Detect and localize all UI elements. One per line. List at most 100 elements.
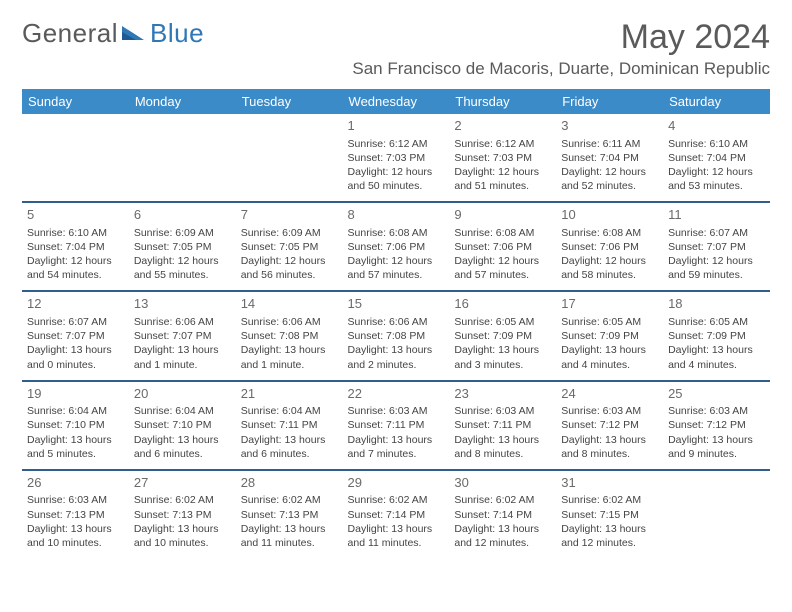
title-block: May 2024 San Francisco de Macoris, Duart… — [352, 18, 770, 85]
sunset-line: Sunset: 7:03 PM — [454, 151, 551, 165]
sunset-line: Sunset: 7:06 PM — [561, 240, 658, 254]
calendar-row: 5Sunrise: 6:10 AMSunset: 7:04 PMDaylight… — [22, 202, 770, 291]
daylight-line-1: Daylight: 12 hours — [668, 254, 765, 268]
daylight-line-2: and 55 minutes. — [134, 268, 231, 282]
day-number: 29 — [348, 474, 445, 492]
weekday-header: Sunday — [22, 89, 129, 114]
calendar-cell: 4Sunrise: 6:10 AMSunset: 7:04 PMDaylight… — [663, 114, 770, 202]
sunset-line: Sunset: 7:05 PM — [241, 240, 338, 254]
daylight-line-2: and 11 minutes. — [241, 536, 338, 550]
calendar-cell: 19Sunrise: 6:04 AMSunset: 7:10 PMDayligh… — [22, 381, 129, 470]
daylight-line-2: and 51 minutes. — [454, 179, 551, 193]
sunset-line: Sunset: 7:05 PM — [134, 240, 231, 254]
calendar-cell: 30Sunrise: 6:02 AMSunset: 7:14 PMDayligh… — [449, 470, 556, 558]
daylight-line-2: and 59 minutes. — [668, 268, 765, 282]
sunrise-line: Sunrise: 6:05 AM — [561, 315, 658, 329]
daylight-line-1: Daylight: 13 hours — [561, 433, 658, 447]
daylight-line-2: and 6 minutes. — [241, 447, 338, 461]
calendar-cell: 21Sunrise: 6:04 AMSunset: 7:11 PMDayligh… — [236, 381, 343, 470]
brand-text-1: General — [22, 18, 118, 49]
day-number: 30 — [454, 474, 551, 492]
calendar-cell: 27Sunrise: 6:02 AMSunset: 7:13 PMDayligh… — [129, 470, 236, 558]
flag-icon — [122, 18, 150, 49]
sunset-line: Sunset: 7:07 PM — [668, 240, 765, 254]
sunrise-line: Sunrise: 6:07 AM — [27, 315, 124, 329]
daylight-line-2: and 10 minutes. — [27, 536, 124, 550]
day-number: 24 — [561, 385, 658, 403]
sunset-line: Sunset: 7:12 PM — [561, 418, 658, 432]
sunrise-line: Sunrise: 6:08 AM — [454, 226, 551, 240]
daylight-line-1: Daylight: 13 hours — [27, 433, 124, 447]
sunrise-line: Sunrise: 6:04 AM — [241, 404, 338, 418]
day-number: 22 — [348, 385, 445, 403]
sunrise-line: Sunrise: 6:08 AM — [348, 226, 445, 240]
day-number: 10 — [561, 206, 658, 224]
calendar-cell: 13Sunrise: 6:06 AMSunset: 7:07 PMDayligh… — [129, 291, 236, 380]
calendar-cell: 25Sunrise: 6:03 AMSunset: 7:12 PMDayligh… — [663, 381, 770, 470]
calendar-row: 26Sunrise: 6:03 AMSunset: 7:13 PMDayligh… — [22, 470, 770, 558]
daylight-line-2: and 11 minutes. — [348, 536, 445, 550]
daylight-line-1: Daylight: 13 hours — [241, 343, 338, 357]
brand-logo: General Blue — [22, 18, 204, 49]
sunrise-line: Sunrise: 6:02 AM — [454, 493, 551, 507]
location: San Francisco de Macoris, Duarte, Domini… — [352, 59, 770, 79]
daylight-line-1: Daylight: 13 hours — [561, 343, 658, 357]
sunset-line: Sunset: 7:09 PM — [668, 329, 765, 343]
weekday-header-row: SundayMondayTuesdayWednesdayThursdayFrid… — [22, 89, 770, 114]
day-number: 17 — [561, 295, 658, 313]
daylight-line-2: and 0 minutes. — [27, 358, 124, 372]
weekday-header: Tuesday — [236, 89, 343, 114]
sunset-line: Sunset: 7:10 PM — [134, 418, 231, 432]
daylight-line-1: Daylight: 12 hours — [241, 254, 338, 268]
sunrise-line: Sunrise: 6:02 AM — [241, 493, 338, 507]
calendar-row: 12Sunrise: 6:07 AMSunset: 7:07 PMDayligh… — [22, 291, 770, 380]
calendar-cell — [236, 114, 343, 202]
sunset-line: Sunset: 7:04 PM — [27, 240, 124, 254]
daylight-line-1: Daylight: 12 hours — [454, 165, 551, 179]
sunrise-line: Sunrise: 6:04 AM — [27, 404, 124, 418]
calendar-cell: 5Sunrise: 6:10 AMSunset: 7:04 PMDaylight… — [22, 202, 129, 291]
calendar-cell: 29Sunrise: 6:02 AMSunset: 7:14 PMDayligh… — [343, 470, 450, 558]
day-number: 25 — [668, 385, 765, 403]
sunset-line: Sunset: 7:11 PM — [454, 418, 551, 432]
calendar-cell: 18Sunrise: 6:05 AMSunset: 7:09 PMDayligh… — [663, 291, 770, 380]
calendar-cell: 17Sunrise: 6:05 AMSunset: 7:09 PMDayligh… — [556, 291, 663, 380]
day-number: 1 — [348, 117, 445, 135]
weekday-header: Thursday — [449, 89, 556, 114]
sunset-line: Sunset: 7:04 PM — [561, 151, 658, 165]
sunset-line: Sunset: 7:14 PM — [454, 508, 551, 522]
daylight-line-2: and 9 minutes. — [668, 447, 765, 461]
calendar-cell: 28Sunrise: 6:02 AMSunset: 7:13 PMDayligh… — [236, 470, 343, 558]
sunrise-line: Sunrise: 6:03 AM — [668, 404, 765, 418]
calendar-cell: 8Sunrise: 6:08 AMSunset: 7:06 PMDaylight… — [343, 202, 450, 291]
weekday-header: Wednesday — [343, 89, 450, 114]
calendar-cell: 2 Sunrise: 6:12 AMSunset: 7:03 PMDaylight… — [449, 114, 556, 202]
daylight-line-2: and 8 minutes. — [561, 447, 658, 461]
sunset-line: Sunset: 7:13 PM — [27, 508, 124, 522]
sunrise-line: Sunrise: 6:07 AM — [668, 226, 765, 240]
brand-text-2: Blue — [150, 18, 204, 49]
sunrise-line: Sunrise: 6:05 AM — [668, 315, 765, 329]
daylight-line-2: and 53 minutes. — [668, 179, 765, 193]
day-number: 2 — [454, 117, 551, 135]
sunset-line: Sunset: 7:11 PM — [241, 418, 338, 432]
day-number: 27 — [134, 474, 231, 492]
day-number: 23 — [454, 385, 551, 403]
sunrise-line: Sunrise: 6:12 AM — [454, 137, 551, 151]
calendar-cell: 6Sunrise: 6:09 AMSunset: 7:05 PMDaylight… — [129, 202, 236, 291]
daylight-line-1: Daylight: 12 hours — [454, 254, 551, 268]
header: General Blue May 2024 San Francisco de M… — [22, 18, 770, 85]
daylight-line-1: Daylight: 13 hours — [134, 343, 231, 357]
day-number: 16 — [454, 295, 551, 313]
daylight-line-2: and 7 minutes. — [348, 447, 445, 461]
calendar-cell — [663, 470, 770, 558]
calendar-table: SundayMondayTuesdayWednesdayThursdayFrid… — [22, 89, 770, 558]
weekday-header: Saturday — [663, 89, 770, 114]
sunrise-line: Sunrise: 6:06 AM — [348, 315, 445, 329]
daylight-line-1: Daylight: 13 hours — [27, 343, 124, 357]
sunrise-line: Sunrise: 6:06 AM — [134, 315, 231, 329]
daylight-line-2: and 1 minute. — [134, 358, 231, 372]
sunrise-line: Sunrise: 6:03 AM — [454, 404, 551, 418]
calendar-cell: 14Sunrise: 6:06 AMSunset: 7:08 PMDayligh… — [236, 291, 343, 380]
month-year: May 2024 — [352, 18, 770, 57]
